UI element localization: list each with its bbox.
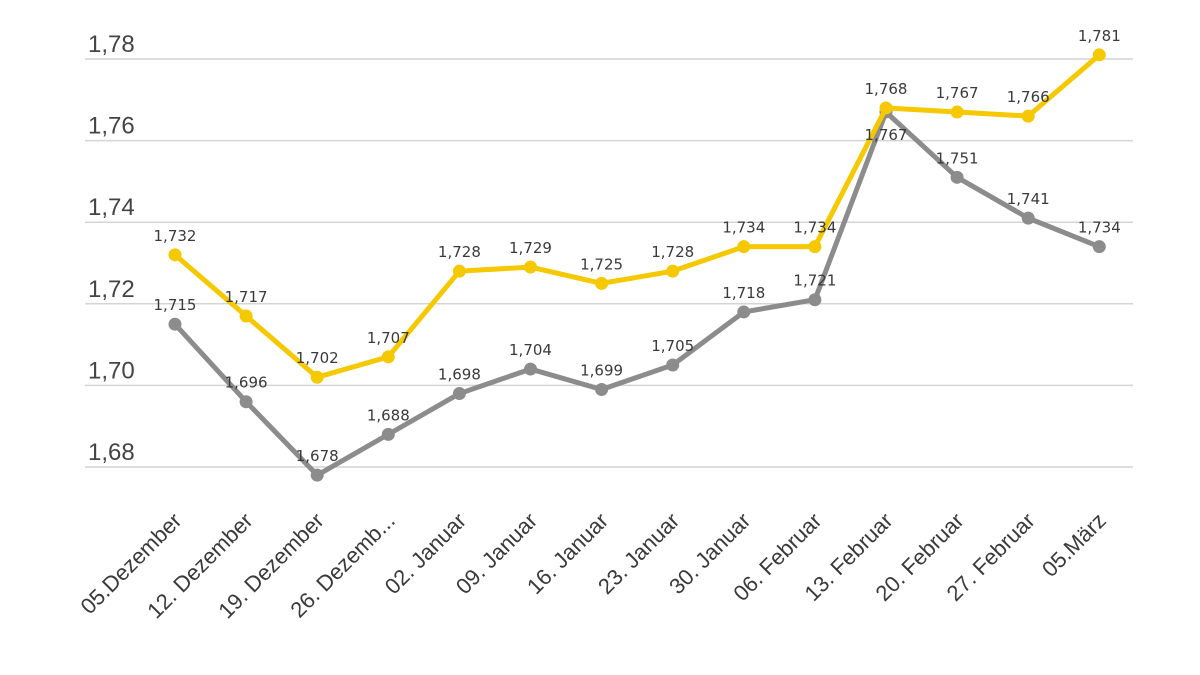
y-tick-label: 1,70 bbox=[88, 357, 135, 384]
y-tick-label: 1,68 bbox=[88, 439, 135, 466]
data-label: 1,767 bbox=[865, 126, 908, 144]
data-label: 1,698 bbox=[438, 366, 481, 384]
data-label: 1,741 bbox=[1007, 190, 1050, 208]
data-point bbox=[950, 105, 964, 119]
y-axis-ticks: 1,68 1,70 1,72 1,74 1,76 1,78 bbox=[88, 31, 135, 466]
data-point bbox=[239, 395, 253, 409]
data-label: 1,702 bbox=[296, 349, 339, 367]
data-point bbox=[595, 276, 609, 290]
data-label: 1,728 bbox=[651, 243, 694, 261]
data-point bbox=[737, 305, 751, 319]
series-line bbox=[172, 109, 1102, 478]
data-label: 1,715 bbox=[154, 296, 197, 314]
data-point bbox=[950, 170, 964, 184]
data-point bbox=[310, 468, 324, 482]
data-point bbox=[310, 370, 324, 384]
data-label: 1,767 bbox=[936, 84, 979, 102]
data-point bbox=[168, 248, 182, 262]
data-label: 1,725 bbox=[580, 255, 623, 273]
data-label: 1,734 bbox=[793, 219, 836, 237]
data-point bbox=[452, 387, 466, 401]
data-point bbox=[808, 293, 822, 307]
data-point bbox=[808, 240, 822, 254]
data-label: 1,688 bbox=[367, 406, 410, 424]
data-point bbox=[524, 362, 537, 376]
series-line bbox=[172, 52, 1102, 380]
grid-lines bbox=[85, 58, 1133, 468]
y-tick-label: 1,72 bbox=[88, 276, 135, 303]
data-label: 1,734 bbox=[722, 219, 765, 237]
data-label: 1,721 bbox=[793, 272, 836, 290]
data-label: 1,729 bbox=[509, 239, 552, 257]
data-label: 1,678 bbox=[296, 447, 339, 465]
data-point bbox=[1021, 211, 1035, 225]
data-point bbox=[381, 350, 395, 364]
data-point bbox=[1092, 240, 1106, 254]
data-point bbox=[737, 240, 751, 254]
data-label: 1,699 bbox=[580, 361, 623, 379]
data-point bbox=[1092, 48, 1106, 62]
series-1 bbox=[168, 48, 1106, 384]
data-label: 1,781 bbox=[1078, 27, 1121, 45]
data-label: 1,751 bbox=[936, 149, 979, 167]
data-point bbox=[239, 309, 253, 323]
data-label: 1,718 bbox=[722, 284, 765, 302]
data-point bbox=[524, 260, 537, 274]
y-tick-label: 1,76 bbox=[88, 113, 135, 140]
data-label: 1,732 bbox=[154, 227, 197, 245]
data-label: 1,766 bbox=[1007, 88, 1050, 106]
data-label: 1,696 bbox=[225, 374, 268, 392]
data-point bbox=[879, 101, 893, 115]
data-point bbox=[1021, 109, 1035, 123]
data-label: 1,717 bbox=[225, 288, 268, 306]
data-label: 1,734 bbox=[1078, 219, 1121, 237]
x-tick-label: 05.März bbox=[1037, 508, 1111, 582]
data-label: 1,728 bbox=[438, 243, 481, 261]
data-point bbox=[168, 317, 182, 331]
y-tick-label: 1,78 bbox=[88, 31, 135, 58]
data-point bbox=[595, 382, 609, 396]
series-layer bbox=[168, 48, 1106, 482]
y-tick-label: 1,74 bbox=[88, 194, 135, 221]
data-point bbox=[666, 264, 680, 278]
data-label: 1,768 bbox=[865, 80, 908, 98]
data-label: 1,704 bbox=[509, 341, 552, 359]
data-point bbox=[452, 264, 466, 278]
data-point bbox=[381, 427, 395, 441]
data-label: 1,705 bbox=[651, 337, 694, 355]
series-2 bbox=[168, 105, 1106, 482]
data-label: 1,707 bbox=[367, 329, 410, 347]
data-labels: 1,732 1,717 1,702 1,707 1,728 1,729 1,725 1,728… bbox=[154, 27, 1121, 465]
data-point bbox=[666, 358, 680, 372]
